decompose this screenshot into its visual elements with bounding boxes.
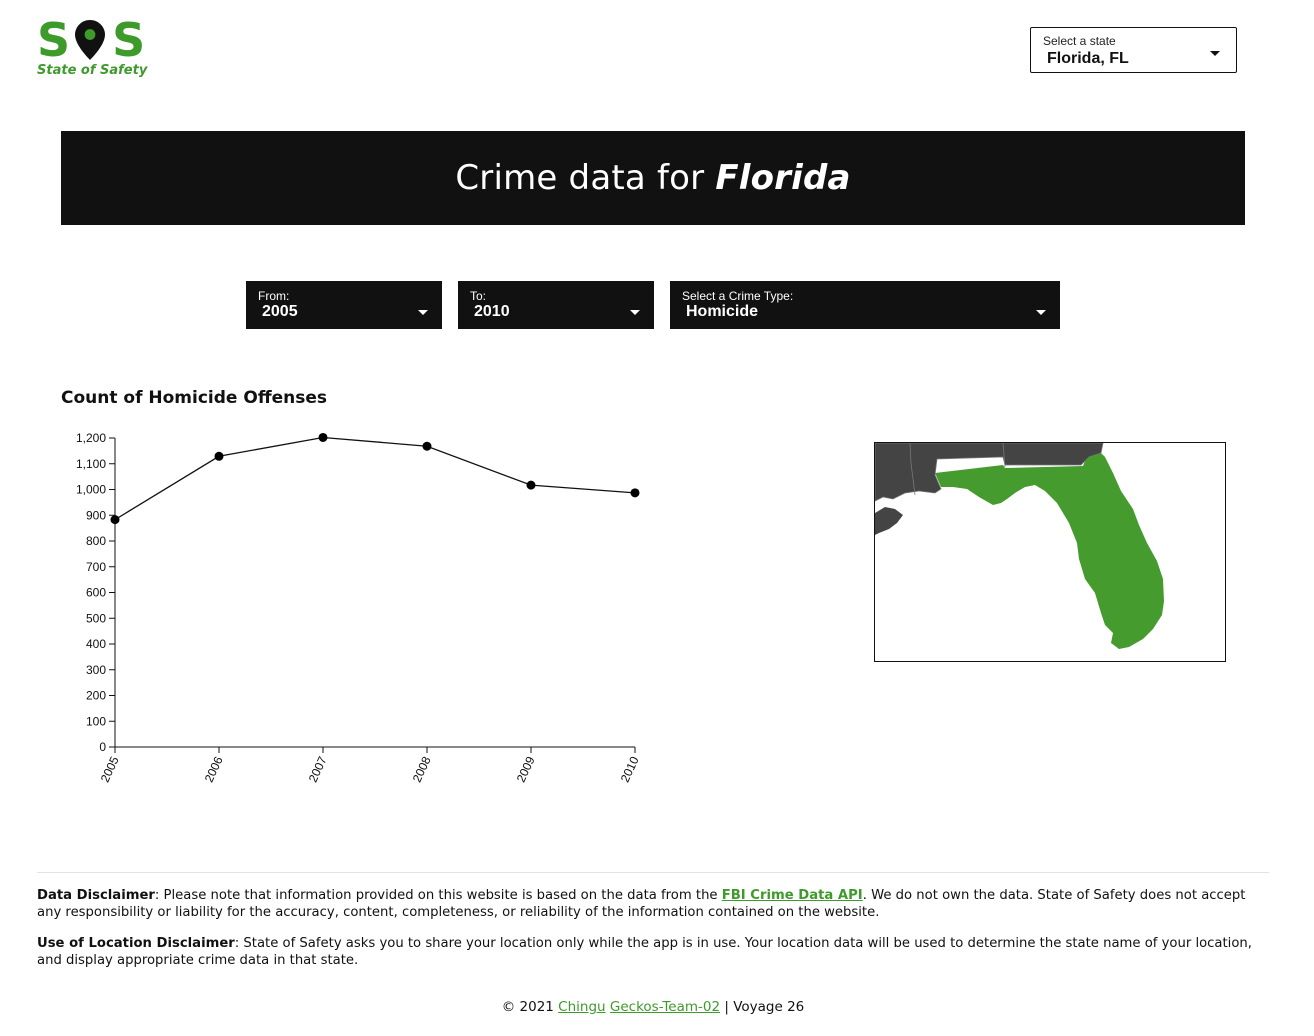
y-tick-label: 200 (86, 689, 106, 703)
team-link[interactable]: Geckos-Team-02 (609, 999, 721, 1015)
voyage-text: | Voyage 26 (724, 999, 805, 1015)
from-year-value: 2005 (262, 303, 298, 320)
data-disclaimer-text: : Please note that information provided … (154, 888, 722, 903)
y-tick-label: 1,000 (76, 483, 106, 497)
series-line (114, 436, 636, 521)
x-tick-label: 2006 (202, 754, 226, 784)
y-tick-label: 300 (86, 663, 106, 677)
page-title: Crime data for Florida (455, 158, 850, 198)
to-year-label: To: (470, 289, 487, 303)
y-tick-label: 1,200 (76, 431, 106, 445)
page-title-state: Florida (715, 158, 851, 198)
x-tick-label: 2010 (618, 754, 642, 784)
to-year-select[interactable]: To: 2010 (458, 281, 654, 329)
from-year-label: From: (258, 289, 290, 303)
x-tick-label: 2005 (98, 754, 122, 784)
highlighted-state-shape (935, 453, 1164, 649)
data-point (526, 480, 536, 490)
y-tick-label: 500 (86, 611, 106, 625)
line-chart: 0 100 200 300 400 500 600 700 800 900 1,000 1,100 1,… (76, 431, 642, 784)
map-pin-icon (75, 20, 106, 60)
logo-tagline: State of Safety (37, 63, 148, 78)
state-map (874, 442, 1226, 662)
copyright-text: © 2021 (501, 999, 554, 1015)
data-point (214, 451, 224, 461)
location-disclaimer-text: : State of Safety asks you to share your… (37, 936, 1252, 968)
crime-type-select[interactable]: Select a Crime Type: Homicide (670, 281, 1060, 329)
y-tick-label: 800 (86, 534, 106, 548)
chingu-link[interactable]: Chingu (558, 999, 606, 1015)
page-title-prefix: Crime data for (455, 158, 705, 198)
state-select-value: Florida, FL (1047, 50, 1129, 67)
chevron-down-icon (1036, 310, 1046, 315)
footer-divider (37, 872, 1269, 873)
logo-letter-left: S (37, 13, 71, 67)
y-tick-label: 100 (86, 714, 106, 728)
data-point (110, 515, 120, 525)
location-disclaimer: Use of Location Disclaimer: State of Saf… (37, 935, 1269, 969)
crime-type-value: Homicide (686, 303, 759, 320)
state-select[interactable]: Select a state Florida, FL (1030, 27, 1237, 73)
chevron-down-icon (418, 310, 428, 315)
neighbor-state-shape (875, 443, 1104, 502)
data-point (630, 488, 640, 498)
fbi-api-link[interactable]: FBI Crime Data API (721, 888, 863, 903)
logo-letter-right: S (112, 13, 146, 67)
crime-type-label: Select a Crime Type: (682, 289, 794, 303)
x-tick-label: 2007 (306, 754, 330, 784)
y-tick-label: 400 (86, 637, 106, 651)
y-tick-label: 900 (86, 508, 106, 522)
site-logo[interactable]: S S State of Safety (37, 13, 148, 80)
location-disclaimer-title: Use of Location Disclaimer (37, 936, 235, 951)
data-disclaimer-title: Data Disclaimer (37, 888, 155, 903)
chart-title: Count of Homicide Offenses (61, 388, 327, 408)
data-disclaimer-text-end: . We do not own the data. State of Safet… (37, 888, 1246, 920)
y-tick-label: 0 (99, 740, 106, 754)
data-point (318, 432, 328, 442)
state-select-label: Select a state (1043, 34, 1116, 48)
y-tick-label: 700 (86, 560, 106, 574)
chevron-down-icon (1210, 51, 1220, 56)
x-tick-label: 2008 (410, 754, 434, 784)
y-tick-label: 1,100 (76, 457, 106, 471)
page-banner: Crime data for Florida (61, 131, 1245, 225)
y-tick-label: 600 (86, 586, 106, 600)
from-year-select[interactable]: From: 2005 (246, 281, 442, 329)
data-point (422, 441, 432, 451)
chevron-down-icon (630, 310, 640, 315)
footer-credits: © 2021 Chingu Geckos-Team-02 | Voyage 26 (0, 999, 1306, 1015)
data-disclaimer: Data Disclaimer: Please note that inform… (37, 887, 1269, 921)
to-year-value: 2010 (474, 303, 510, 320)
florida-map-graphic (875, 443, 1164, 649)
x-tick-label: 2009 (514, 754, 538, 784)
